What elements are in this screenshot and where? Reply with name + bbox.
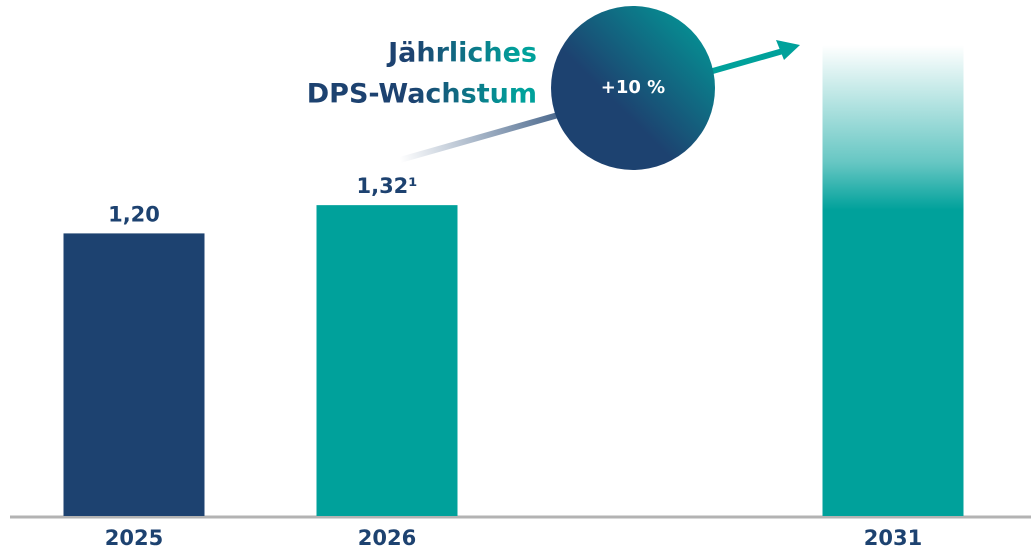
annotation: Jährliches (386, 38, 537, 69)
bar (316, 205, 458, 516)
value-label: 1,20 (108, 202, 160, 226)
annotation: DPS-Wachstum (307, 79, 537, 110)
bar (63, 233, 205, 516)
growth-circle (551, 6, 715, 170)
bar (822, 45, 964, 516)
x-tick-label: 2025 (105, 526, 163, 550)
arrow-head (776, 40, 800, 60)
x-tick-label: 2026 (358, 526, 416, 550)
x-tick-label: 2031 (864, 526, 922, 550)
value-label: 1,32¹ (356, 174, 417, 198)
growth-label: +10 % (601, 77, 665, 98)
